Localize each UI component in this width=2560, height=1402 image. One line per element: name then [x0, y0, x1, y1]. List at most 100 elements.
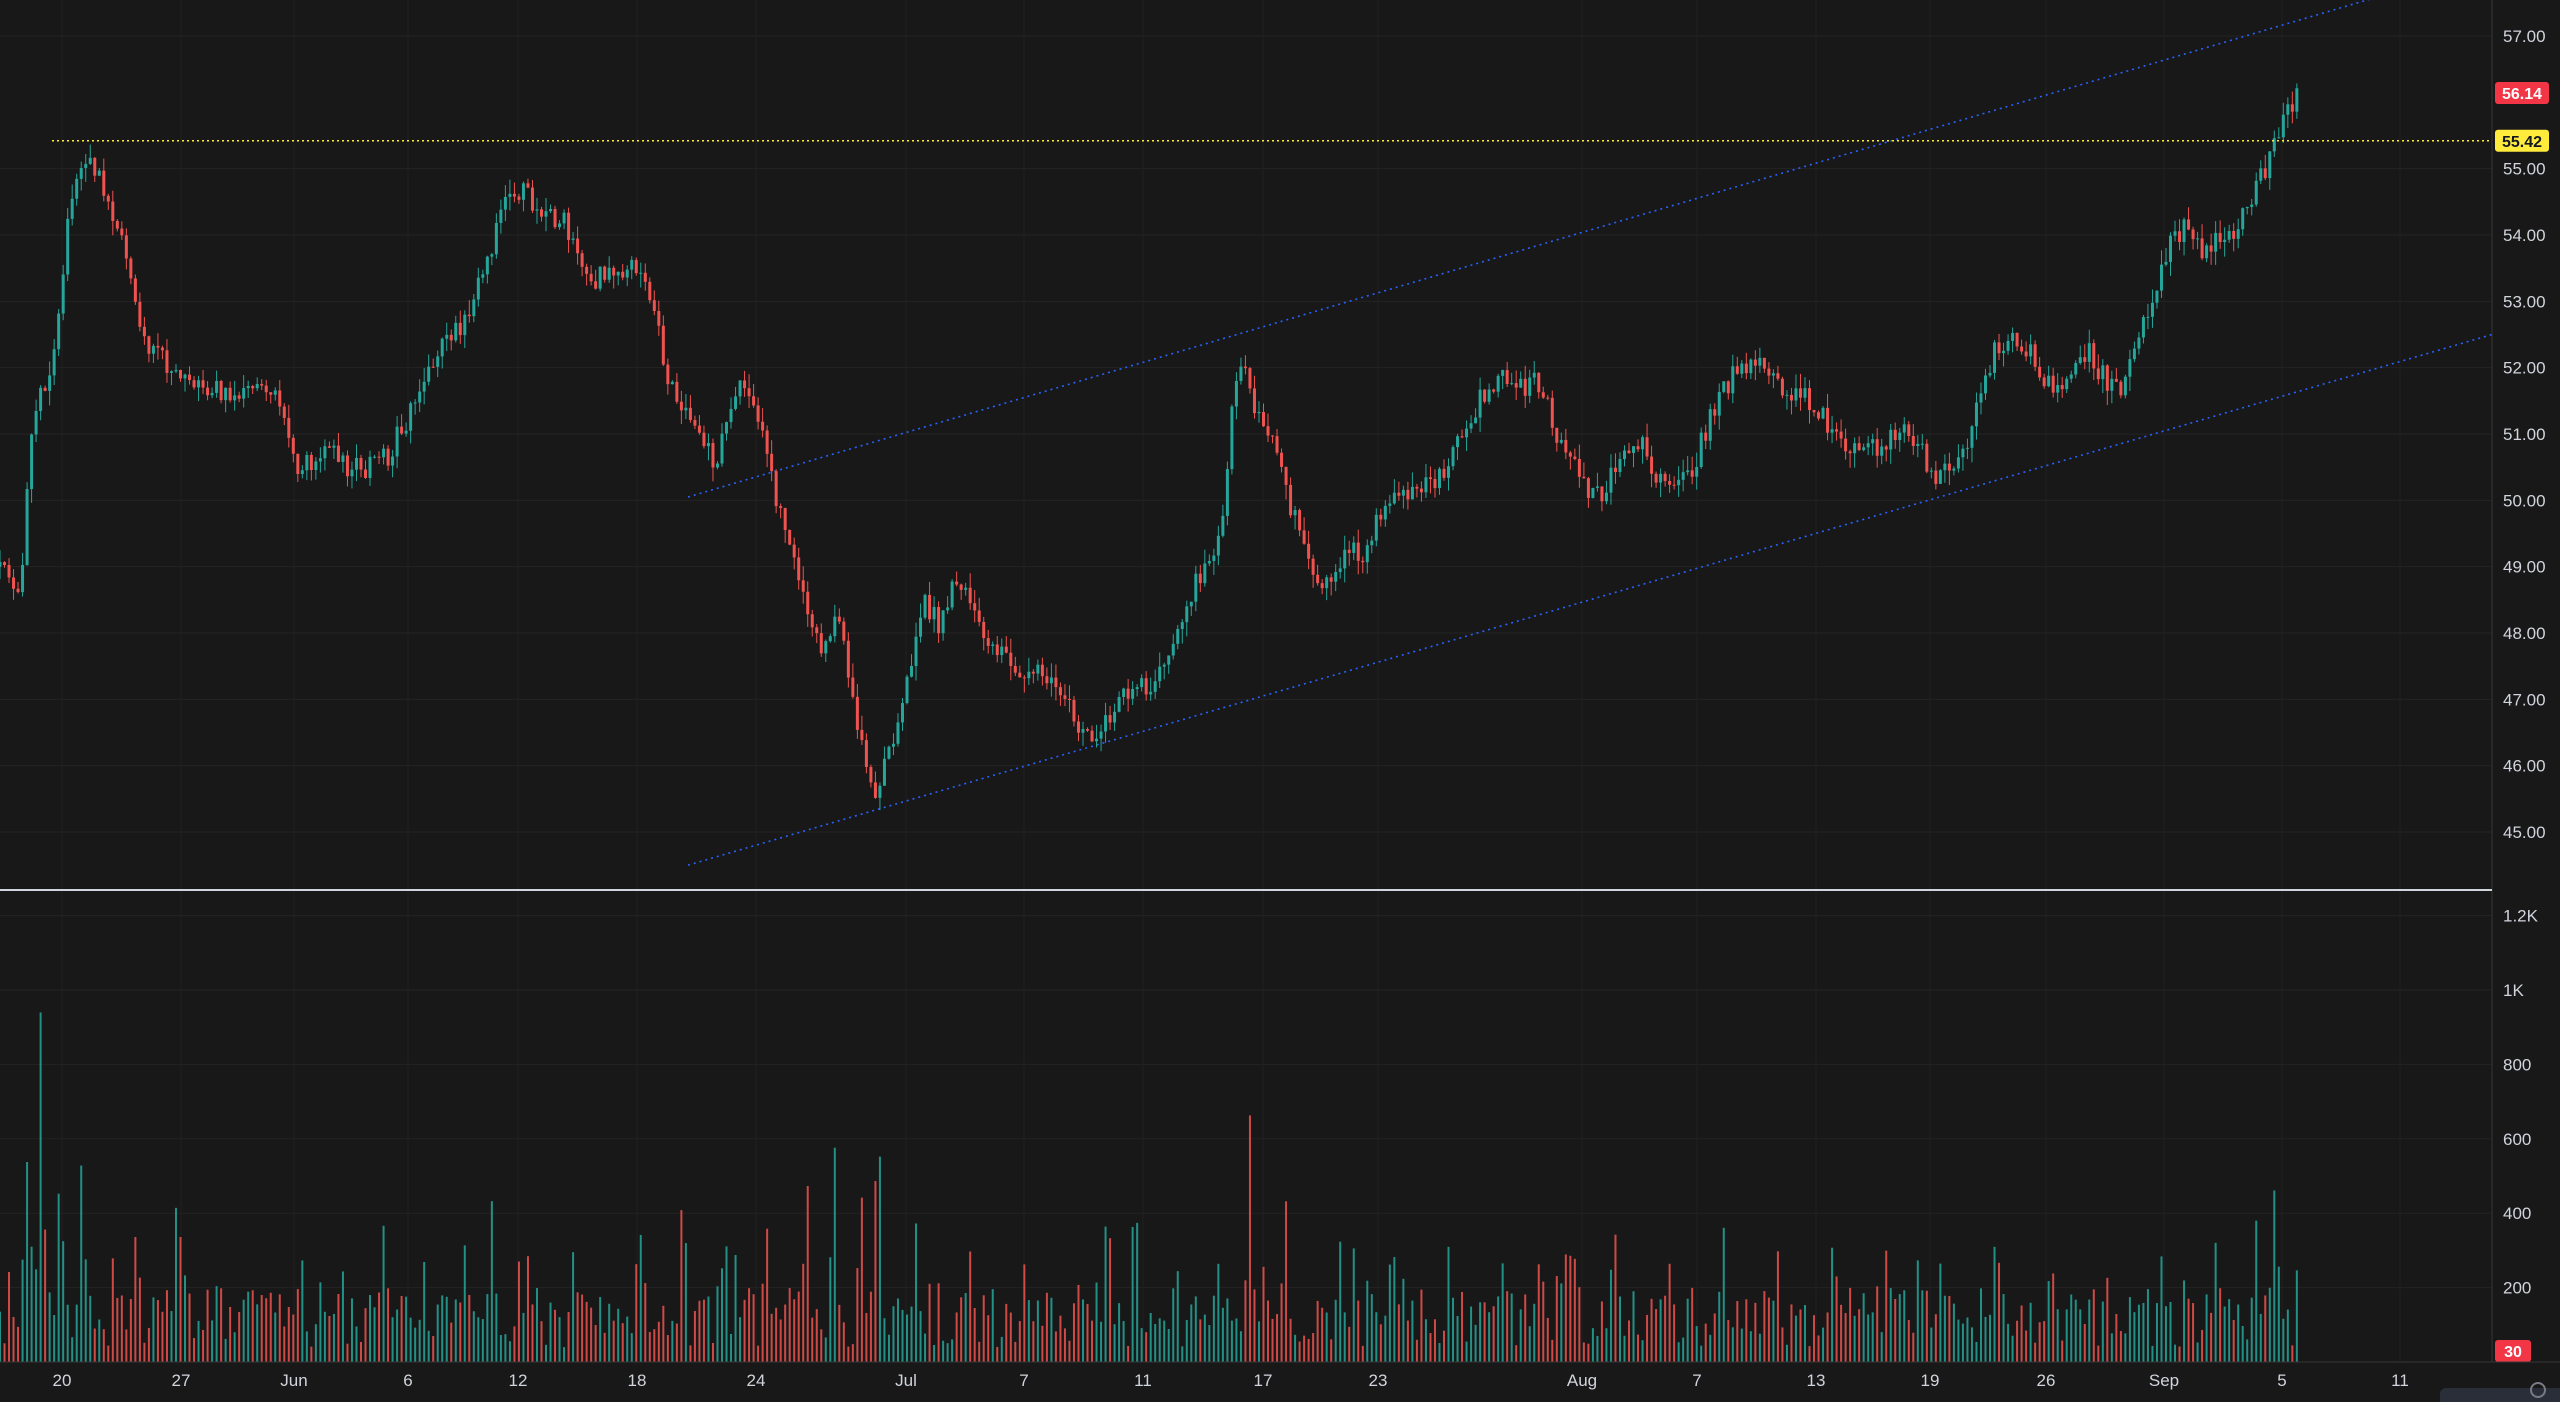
volume-bar	[211, 1320, 214, 1362]
volume-bar	[1330, 1339, 1333, 1362]
volume-bar	[1957, 1319, 1960, 1362]
volume-bar	[450, 1322, 453, 1362]
candle-body	[1848, 451, 1852, 454]
candle-body	[553, 209, 557, 228]
candle-body	[2268, 151, 2272, 179]
volume-bar	[730, 1333, 733, 1362]
candle-body	[1726, 381, 1730, 394]
volume-bar	[1686, 1298, 1689, 1362]
volume-bar	[220, 1288, 223, 1362]
volume-bar	[30, 1246, 33, 1362]
volume-bar	[2092, 1289, 2095, 1362]
volume-bar	[2255, 1220, 2258, 1362]
candle-body	[896, 722, 900, 744]
volume-bar	[2025, 1330, 2028, 1362]
volume-bar	[1587, 1343, 1590, 1362]
volume-bar	[62, 1241, 65, 1362]
volume-bar	[1415, 1339, 1418, 1362]
candle-body	[1866, 443, 1870, 448]
volume-bar	[125, 1329, 128, 1362]
candle-body	[2038, 366, 2042, 378]
candle-body	[2209, 245, 2213, 252]
volume-bar	[896, 1298, 899, 1362]
candle-body	[968, 587, 972, 604]
candle-body	[1311, 558, 1315, 575]
channel-trendline	[687, 333, 2493, 866]
volume-bar	[915, 1223, 918, 1362]
candle-body	[2227, 230, 2231, 240]
volume-bar	[1343, 1312, 1346, 1362]
time-tick-label: Jul	[895, 1371, 917, 1390]
volume-bar	[1898, 1294, 1901, 1362]
volume-bar	[1461, 1291, 1464, 1362]
volume-bar	[3, 1343, 6, 1362]
volume-bar	[554, 1309, 557, 1362]
time-tick-label: 24	[747, 1371, 766, 1390]
volume-bar	[1388, 1264, 1391, 1362]
candle-body	[1993, 342, 1997, 373]
candle-body	[1392, 492, 1396, 504]
candle-body	[1122, 688, 1126, 698]
candle-body	[1568, 452, 1572, 457]
candle-body	[503, 196, 507, 210]
volume-bar	[1321, 1307, 1324, 1362]
volume-bar	[1136, 1222, 1139, 1362]
candle-body	[278, 390, 282, 407]
candle-body	[1893, 429, 1897, 441]
candle-body	[1862, 447, 1866, 451]
volume-bar	[973, 1307, 976, 1362]
price-tick-label: 46.00	[2503, 757, 2546, 776]
volume-bar	[1876, 1286, 1879, 1362]
volume-bar	[996, 1346, 999, 1362]
candle-body	[1347, 549, 1351, 553]
volume-bar	[1749, 1331, 1752, 1362]
candle-body	[652, 300, 656, 312]
candle-body	[1275, 436, 1279, 453]
candle-body	[743, 380, 747, 389]
volume-bar	[1474, 1324, 1477, 1362]
candle-body	[2011, 332, 2015, 341]
candle-body	[124, 235, 128, 259]
candle-body	[950, 581, 954, 608]
candle-body	[1266, 426, 1270, 436]
volume-bar	[2214, 1242, 2217, 1362]
candle-body	[1853, 443, 1857, 454]
volume-bar	[1763, 1291, 1766, 1362]
candle-body	[828, 636, 832, 642]
volume-bar	[233, 1332, 236, 1362]
volume-bar	[1226, 1298, 1229, 1362]
candle-body	[336, 445, 340, 462]
candle-body	[440, 338, 444, 357]
volume-bar	[1402, 1278, 1405, 1362]
candle-body	[1803, 388, 1807, 398]
volume-bar	[2286, 1309, 2289, 1362]
candle-body	[106, 195, 110, 202]
volume-bar	[1063, 1328, 1066, 1362]
volume-bar	[12, 1316, 15, 1362]
volume-bar	[1248, 1115, 1251, 1362]
volume-bar	[2007, 1323, 2010, 1362]
candle-body	[819, 633, 823, 654]
volume-bar	[328, 1316, 331, 1362]
candle-body	[1198, 573, 1202, 584]
volume-tick-label: 400	[2503, 1204, 2531, 1223]
candle-body	[431, 366, 435, 368]
volume-bar	[1239, 1331, 1242, 1362]
candle-body	[314, 461, 318, 470]
candle-body	[1582, 476, 1586, 479]
settings-gear-icon[interactable]	[2530, 1382, 2546, 1398]
volume-bar	[2137, 1304, 2140, 1362]
volume-bar	[202, 1329, 205, 1362]
candle-body	[418, 391, 422, 403]
candle-body	[580, 253, 584, 267]
volume-bar	[1036, 1300, 1039, 1362]
candle-body	[1401, 489, 1405, 496]
candle-body	[1659, 473, 1663, 483]
candle-body	[1261, 411, 1265, 427]
candle-body	[1591, 487, 1595, 498]
candle-body	[1898, 432, 1902, 441]
candle-body	[2105, 365, 2109, 391]
volume-bar	[910, 1306, 913, 1362]
